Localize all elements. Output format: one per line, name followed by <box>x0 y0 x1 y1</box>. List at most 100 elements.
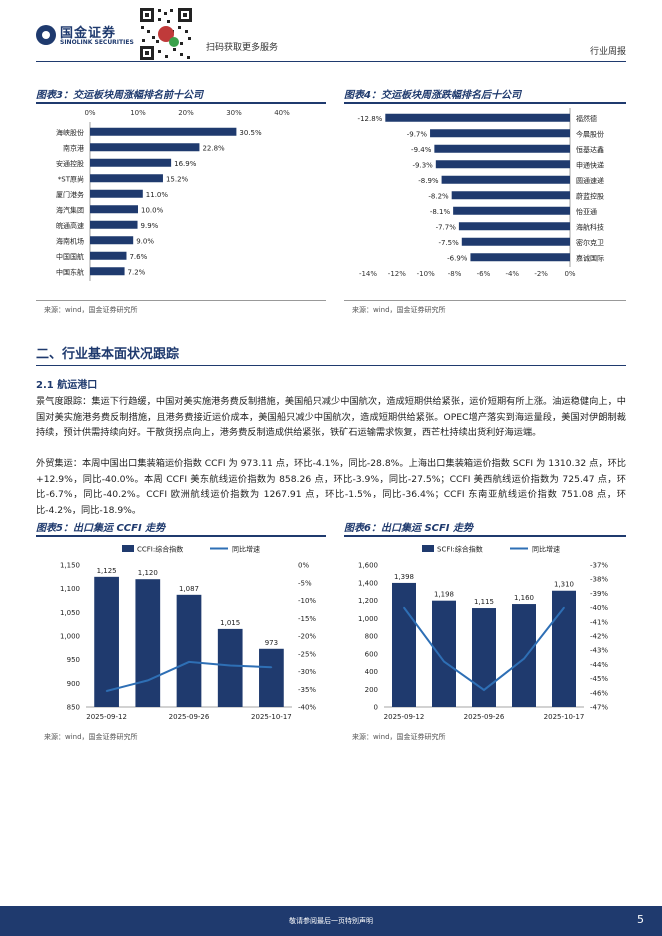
y-tick-label: 1,400 <box>358 579 378 587</box>
x-tick-label: 0% <box>84 109 95 117</box>
y2-tick-label: -25% <box>298 650 316 658</box>
bar-value-label: 1,198 <box>434 591 454 599</box>
yoy-point <box>147 679 149 682</box>
x-tick-label: 2025-09-26 <box>464 713 505 721</box>
value-label: -9.4% <box>411 146 432 154</box>
yoy-point <box>563 606 565 609</box>
y-tick-label: 400 <box>365 668 378 676</box>
x-tick-label: 2025-10-17 <box>544 713 585 721</box>
fig3-source-rule <box>36 300 326 301</box>
value-label: 9.9% <box>141 222 159 230</box>
legend-swatch-bar <box>422 545 434 552</box>
x-tick-label: 2025-09-12 <box>86 713 127 721</box>
fig3-chart: 0% 10% 20% 30% 40% 海峡股份 30.5% 南京港 22.8% 安通控股 16.9%… <box>56 109 290 281</box>
fig6-title: 图表6：出口集运 SCFI 走势 <box>344 523 474 534</box>
value-label: 9.0% <box>136 237 154 245</box>
x-tick-label: 2025-09-12 <box>384 713 425 721</box>
y2-tick-label: -5% <box>298 579 312 587</box>
y2-tick-label: -15% <box>298 615 316 623</box>
bar <box>430 129 570 138</box>
fig6-chart: SCFI:综合指数 同比增速 0 200 400 600 800 1,000 1,200 1,40… <box>358 545 608 722</box>
value-label: -12.8% <box>358 115 383 123</box>
legend-label-bar: CCFI:综合指数 <box>137 545 183 554</box>
fig5-rule <box>36 535 326 537</box>
y2-tick-label: -45% <box>590 675 608 683</box>
y2-tick-label: -39% <box>590 590 608 598</box>
yoy-point <box>443 660 445 663</box>
category-label: 密尔克卫 <box>576 238 604 247</box>
y-tick-label: 0 <box>374 704 378 712</box>
x-tick-label: -2% <box>534 270 548 278</box>
bar <box>90 127 237 136</box>
company-logo-icon <box>36 25 56 45</box>
y-tick-label: 1,050 <box>60 609 80 617</box>
subsection-title: 2.1 航运港口 <box>36 380 98 391</box>
x-tick-label: -10% <box>417 270 435 278</box>
category-label: *ST原尚 <box>58 174 84 183</box>
bar-value-label: 1,160 <box>514 594 534 602</box>
page-number: 5 <box>637 913 644 926</box>
bar <box>432 600 456 707</box>
section-rule <box>36 365 626 366</box>
category-label: 福然德 <box>576 114 597 123</box>
bar <box>461 237 570 246</box>
logo-en: SINOLINK SECURITIES <box>60 39 134 46</box>
category-label: 厦门港务 <box>56 190 84 199</box>
category-label: 南京港 <box>63 143 84 152</box>
category-label: 皖通高速 <box>56 221 84 230</box>
bar <box>90 220 138 229</box>
bar-value-label: 1,015 <box>220 619 240 627</box>
x-tick-label: 30% <box>226 109 242 117</box>
x-tick-label: -6% <box>477 270 491 278</box>
bar <box>90 205 138 214</box>
y-tick-label: 1,600 <box>358 562 378 570</box>
bar-value-label: 1,310 <box>554 581 574 589</box>
bar <box>472 608 496 707</box>
fig4-source: 来源：wind，国金证券研究所 <box>352 306 446 314</box>
yoy-point <box>188 661 190 663</box>
x-tick-label: 0% <box>564 270 575 278</box>
bar <box>135 579 161 707</box>
bar-value-label: 1,120 <box>138 569 158 577</box>
value-label: -8.2% <box>428 192 449 200</box>
y-tick-label: 850 <box>67 704 80 712</box>
bar <box>451 191 570 200</box>
y-tick-label: 600 <box>365 650 378 658</box>
y-tick-label: 950 <box>67 656 80 664</box>
category-label: 中国东航 <box>56 267 84 276</box>
footer-disclaimer: 敬请参阅最后一页特别声明 <box>289 917 373 925</box>
bar-value-label: 1,398 <box>394 573 414 581</box>
y-tick-label: 900 <box>67 680 80 688</box>
bar-value-label: 1,125 <box>97 567 117 575</box>
value-label: 7.6% <box>129 253 147 261</box>
category-label: 恒基达鑫 <box>576 145 604 154</box>
category-label: 蔚蓝控股 <box>576 191 604 200</box>
bar-value-label: 1,115 <box>474 598 494 606</box>
bar <box>552 590 576 707</box>
bar <box>176 594 202 707</box>
y-tick-label: 200 <box>365 686 378 694</box>
value-label: 15.2% <box>166 175 189 183</box>
bar <box>90 189 143 198</box>
fig4-chart: -14% -12% -10% -8% -6% -4% -2% 0% 福然德 -12.8% 今晨股份 -… <box>358 108 604 278</box>
fig5-chart: CCFI:综合指数 同比增速 850 900 950 1,000 1,050 1,100 1,1… <box>60 545 316 722</box>
bar <box>90 267 125 276</box>
x-tick-label: -12% <box>388 270 406 278</box>
value-label: -6.9% <box>447 254 468 262</box>
value-label: -9.7% <box>407 130 428 138</box>
footer-bar <box>0 906 662 936</box>
bar <box>392 582 416 707</box>
bar <box>90 174 163 183</box>
bar <box>259 648 284 707</box>
y2-tick-label: 0% <box>298 562 309 570</box>
yoy-point <box>403 606 405 609</box>
fig4-source-rule <box>344 300 626 301</box>
y2-tick-label: -10% <box>298 597 316 605</box>
bar <box>90 143 200 152</box>
category-label: 海航科技 <box>576 222 604 231</box>
value-label: 10.0% <box>141 206 164 214</box>
x-tick-label: 2025-10-17 <box>251 713 292 721</box>
x-tick-label: -14% <box>359 270 377 278</box>
y2-tick-label: -38% <box>590 576 608 584</box>
value-label: -8.9% <box>418 177 439 185</box>
